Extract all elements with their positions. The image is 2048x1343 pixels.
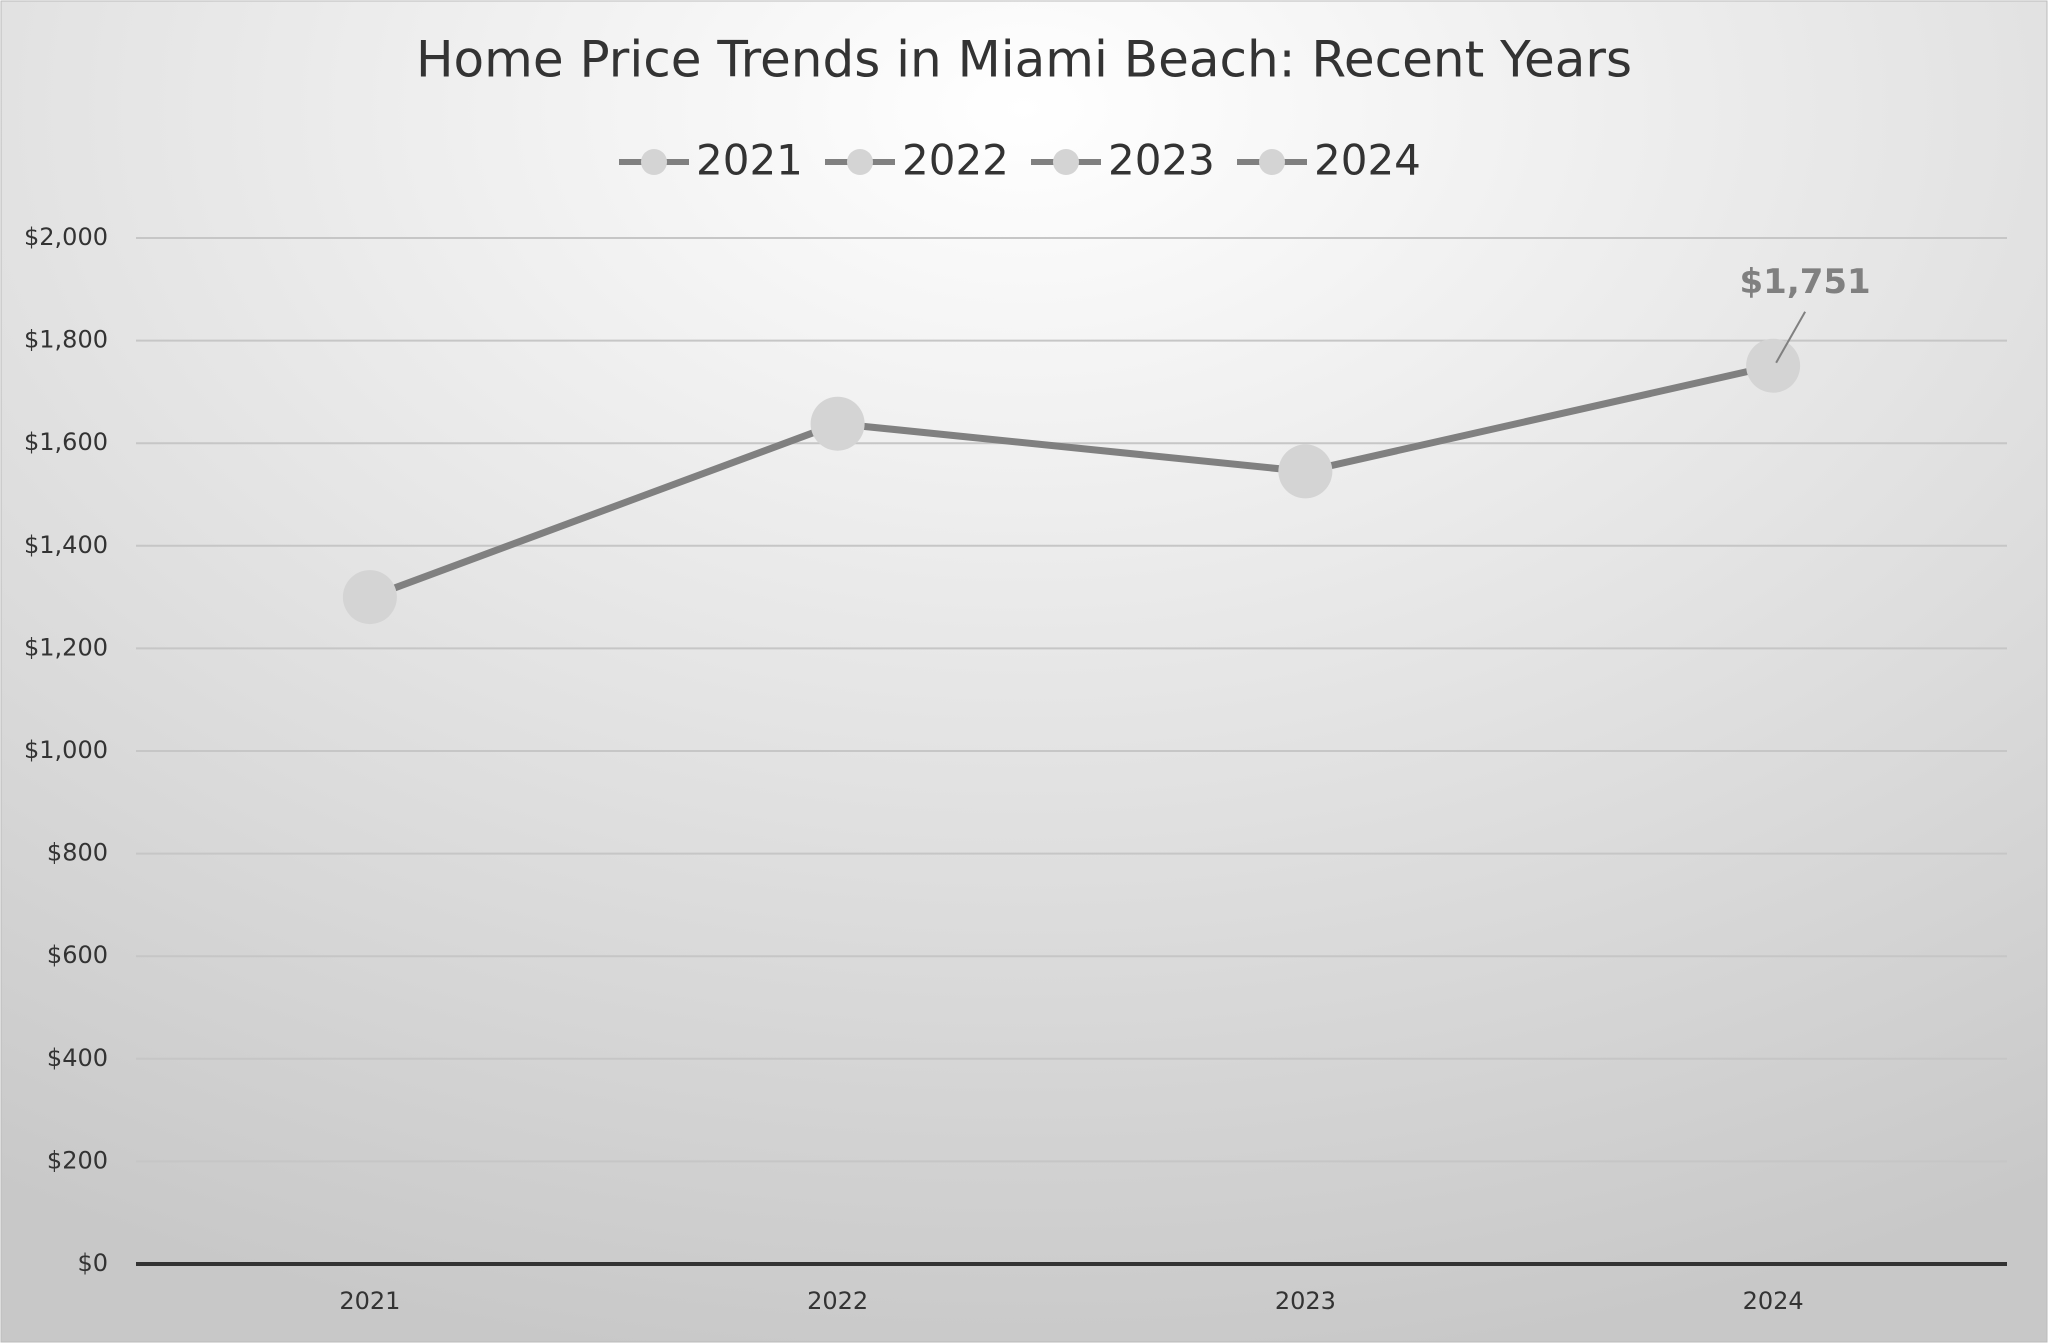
legend-label: 2023	[1108, 136, 1215, 185]
legend-label: 2022	[902, 136, 1009, 185]
legend-label: 2021	[696, 136, 803, 185]
y-tick-label: $1,600	[24, 428, 108, 456]
data-label: $1,751	[1740, 262, 1871, 302]
legend-marker	[847, 149, 873, 175]
x-tick-label: 2022	[807, 1287, 868, 1315]
legend-label: 2024	[1314, 136, 1421, 185]
y-tick-label: $200	[47, 1146, 108, 1174]
y-tick-label: $2,000	[24, 223, 108, 251]
x-tick-label: 2024	[1743, 1287, 1804, 1315]
y-tick-label: $600	[47, 941, 108, 969]
legend-marker	[641, 149, 667, 175]
line	[368, 362, 1774, 601]
y-tick-label: $1,800	[24, 326, 108, 354]
marker	[1746, 338, 1801, 393]
y-tick-label: $1,000	[24, 736, 108, 764]
legend-marker	[1259, 149, 1285, 175]
label-leader	[1775, 311, 1806, 364]
marker	[810, 396, 865, 451]
y-tick-label: $1,200	[24, 633, 108, 661]
marker	[342, 570, 397, 625]
marker	[1278, 444, 1333, 499]
y-tick-label: $800	[47, 839, 108, 867]
legend-marker	[1053, 149, 1079, 175]
y-tick-label: $0	[77, 1249, 108, 1277]
y-tick-label: $1,400	[24, 531, 108, 559]
x-tick-label: 2021	[339, 1287, 400, 1315]
y-tick-label: $400	[47, 1044, 108, 1072]
x-tick-label: 2023	[1275, 1287, 1336, 1315]
chart-title: Home Price Trends in Miami Beach: Recent…	[416, 31, 1632, 89]
